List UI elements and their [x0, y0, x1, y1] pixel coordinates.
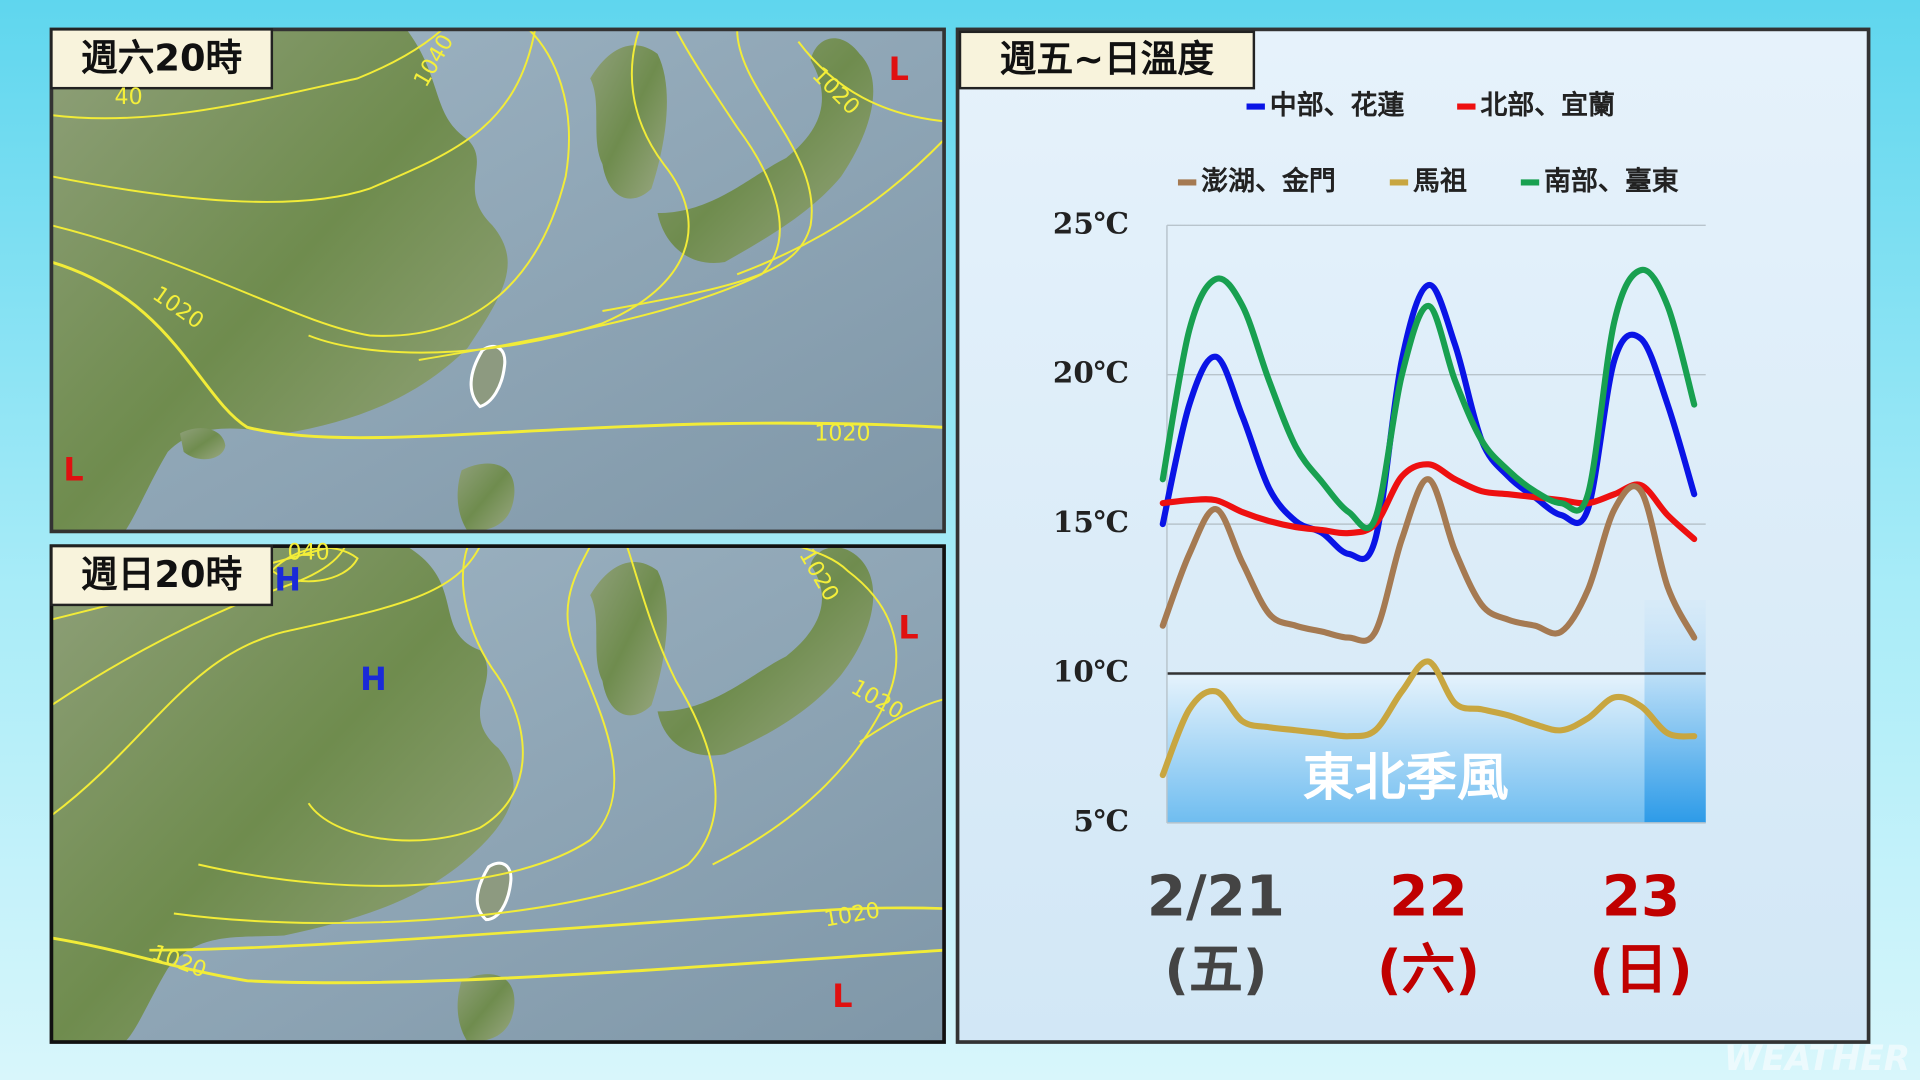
watermark: WEATHER [1724, 1039, 1910, 1079]
legend-label: 北部、宜蘭 [1480, 89, 1615, 121]
legend-label: 澎湖、金門 [1201, 165, 1336, 197]
land [657, 38, 874, 263]
annotation: 東北季風 [1303, 748, 1509, 808]
low-pressure: L [898, 608, 918, 646]
series-line [1159, 282, 1698, 562]
map-border [49, 544, 946, 1044]
chart-panel [955, 27, 1871, 1044]
map-panel: 週六20時 [49, 27, 946, 534]
series-line [1159, 461, 1698, 543]
land [180, 428, 226, 460]
low-pressure: L [63, 450, 83, 488]
series-line [1159, 658, 1698, 779]
map-panel: 週日20時 [49, 544, 946, 1044]
high-pressure: H [274, 561, 301, 599]
isobar-label: 040 [288, 540, 330, 565]
isobar-label: 1020 [814, 422, 870, 447]
y-tick-label: 5℃ [1073, 803, 1129, 838]
plot: 5℃ 10℃ 15℃ 20℃ 25℃ 2/21 (五) 22 (六) 23 (日) 中部、花蓮 北部、宜… [1053, 89, 1706, 1001]
map-title: 週日20時 [81, 553, 242, 596]
isobars [51, 29, 945, 440]
land [657, 547, 874, 756]
land [590, 561, 667, 716]
x-tick-sublabel: (六) [1377, 938, 1480, 1001]
taiwan [469, 344, 507, 409]
low-pressure: L [832, 977, 852, 1015]
land [457, 463, 515, 532]
x-tick-label: 2/21 [1147, 865, 1285, 930]
map-title-box [50, 544, 274, 607]
chart-title: 週五~日溫度 [1000, 38, 1215, 81]
y-tick-label: 15℃ [1053, 504, 1129, 539]
series-line [1159, 266, 1698, 531]
map-border [49, 27, 946, 534]
x-tick-label: 22 [1389, 865, 1467, 930]
legend-label: 馬祖 [1413, 166, 1467, 197]
y-tick-label: 20℃ [1053, 355, 1129, 390]
y-tick-label: 25℃ [1053, 205, 1129, 240]
series-line [1159, 476, 1698, 644]
x-tick-sublabel: (日) [1590, 938, 1693, 1001]
y-tick-label: 10℃ [1053, 653, 1129, 688]
isobar-label: 40 [115, 85, 143, 110]
land [457, 974, 515, 1043]
map-title: 週六20時 [81, 37, 242, 80]
legend-label: 南部、臺東 [1544, 165, 1679, 197]
chart-title-box [958, 30, 1256, 90]
x-tick-sublabel: (五) [1164, 938, 1267, 1001]
forecast-band [1644, 600, 1706, 823]
land [51, 29, 508, 532]
x-tick-label: 23 [1602, 865, 1680, 930]
land [51, 546, 514, 1043]
map-title-box [50, 28, 274, 90]
high-pressure: H [360, 660, 387, 698]
land [590, 45, 667, 199]
monsoon-band [1166, 675, 1706, 823]
legend-label: 中部、花蓮 [1270, 89, 1405, 121]
isobars [51, 546, 945, 985]
low-pressure: L [889, 50, 909, 88]
